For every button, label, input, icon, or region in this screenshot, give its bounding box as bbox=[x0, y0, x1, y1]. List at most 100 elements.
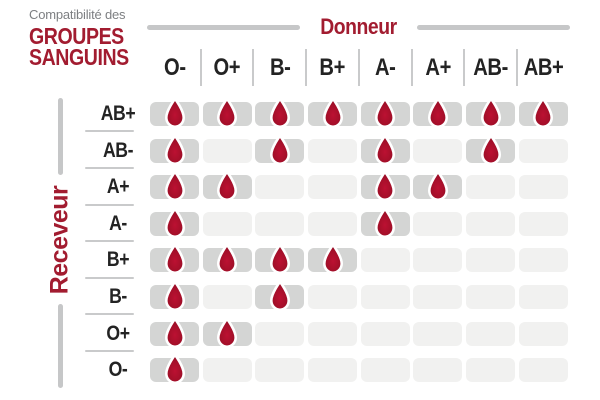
blood-drop-icon bbox=[164, 206, 185, 238]
compat-cell-B+-from-AB+ bbox=[518, 248, 568, 273]
compat-cell-O--from-AB- bbox=[466, 358, 516, 383]
compat-cell-O+-from-O+ bbox=[202, 316, 252, 348]
compat-cell-A--from-AB- bbox=[466, 211, 516, 236]
donor-axis-label: Donneur bbox=[320, 14, 397, 39]
compat-cell-B+-from-AB- bbox=[466, 248, 516, 273]
blood-drop-icon bbox=[480, 97, 501, 129]
compat-cell-O+-from-B+ bbox=[308, 321, 358, 346]
compatibility-grid bbox=[150, 97, 568, 385]
donor-header-label: O+ bbox=[213, 53, 241, 81]
blood-drop-icon bbox=[164, 243, 185, 275]
donor-header-B+: B+ bbox=[305, 49, 357, 86]
compat-cell-AB--from-O- bbox=[150, 133, 199, 165]
row-divider bbox=[85, 130, 134, 133]
compat-cell-AB--from-AB- bbox=[466, 133, 516, 165]
compat-cell-A+-from-O+ bbox=[202, 170, 252, 202]
blood-drop-icon bbox=[427, 97, 448, 129]
compat-cell-O--from-B- bbox=[255, 358, 305, 383]
blood-drop-icon bbox=[269, 133, 290, 165]
compat-cell-O--from-O+ bbox=[202, 358, 252, 383]
compat-cell-AB--from-A- bbox=[360, 133, 410, 165]
blood-drop-icon bbox=[427, 170, 448, 202]
compat-cell-A--from-B+ bbox=[308, 211, 358, 236]
blood-drop-icon bbox=[269, 279, 290, 312]
compat-cell-O--from-O- bbox=[150, 353, 199, 385]
receiver-axis-header: Receveur bbox=[45, 98, 75, 388]
compat-cell-O+-from-A+ bbox=[413, 321, 463, 346]
compat-cell-AB--from-B+ bbox=[308, 138, 358, 163]
donor-axis-line-right bbox=[416, 24, 571, 30]
compat-cell-A+-from-A+ bbox=[413, 170, 463, 202]
compat-cell-B--from-B+ bbox=[308, 284, 358, 309]
row-divider bbox=[85, 240, 134, 243]
compat-cell-AB+-from-B- bbox=[255, 97, 305, 129]
blood-drop-icon bbox=[269, 243, 290, 275]
donor-header-label: AB+ bbox=[523, 53, 564, 81]
blood-drop-icon bbox=[164, 170, 185, 202]
donor-header-AB+: AB+ bbox=[515, 49, 568, 86]
compat-cell-B+-from-O+ bbox=[202, 243, 252, 275]
blood-drop-icon bbox=[164, 279, 185, 312]
compat-cell-O--from-A+ bbox=[413, 358, 463, 383]
compat-cell-B--from-AB- bbox=[466, 284, 516, 309]
receiver-label-AB-: AB- bbox=[102, 138, 134, 162]
receiver-label-A-: A- bbox=[109, 211, 127, 235]
blood-drop-icon bbox=[322, 97, 343, 129]
receiver-row-labels: AB+ AB- A+ A- B+ B- O+ O- bbox=[92, 102, 144, 382]
blood-drop-icon bbox=[375, 97, 396, 129]
receiver-label-A+: A+ bbox=[106, 175, 130, 199]
compat-cell-A--from-O- bbox=[150, 206, 199, 238]
blood-drop-icon bbox=[217, 97, 238, 129]
compat-cell-AB+-from-O- bbox=[150, 97, 199, 129]
compat-cell-AB--from-A+ bbox=[413, 138, 463, 163]
compat-cell-B+-from-O- bbox=[150, 243, 199, 275]
compat-cell-O--from-A- bbox=[360, 358, 410, 383]
receiver-label-O+: O+ bbox=[106, 321, 130, 345]
blood-drop-icon bbox=[217, 170, 238, 202]
compat-cell-O+-from-AB- bbox=[466, 321, 516, 346]
compat-cell-O--from-AB+ bbox=[518, 358, 568, 383]
compat-cell-B--from-O+ bbox=[202, 284, 252, 309]
blood-drop-icon bbox=[375, 133, 396, 165]
chart-title: Compatibilité des GROUPES SANGUINS bbox=[29, 7, 146, 70]
compat-cell-A+-from-AB- bbox=[466, 175, 516, 200]
blood-drop-icon bbox=[164, 353, 185, 385]
donor-column-headers: O- O+ B- B+ A- A+ AB- AB+ bbox=[150, 49, 568, 86]
compat-cell-B--from-O- bbox=[150, 279, 199, 312]
receiver-axis-line-bottom bbox=[57, 304, 63, 388]
receiver-label-O-: O- bbox=[108, 358, 128, 382]
donor-header-label: O- bbox=[163, 53, 186, 81]
compat-cell-O+-from-A- bbox=[360, 321, 410, 346]
compat-cell-AB+-from-AB+ bbox=[518, 97, 568, 129]
receiver-axis-line-top bbox=[57, 98, 63, 175]
row-divider bbox=[85, 203, 134, 206]
compat-cell-A--from-A+ bbox=[413, 211, 463, 236]
donor-header-A+: A+ bbox=[410, 49, 462, 86]
compat-cell-AB--from-AB+ bbox=[518, 138, 568, 163]
receiver-axis-label-wrap: Receveur bbox=[45, 181, 75, 299]
blood-drop-icon bbox=[217, 316, 238, 348]
donor-header-O-: O- bbox=[150, 49, 199, 86]
blood-drop-icon bbox=[164, 97, 185, 129]
receiver-axis-label: Receveur bbox=[45, 185, 74, 294]
blood-drop-icon bbox=[375, 206, 396, 238]
compat-cell-A+-from-B- bbox=[255, 175, 305, 200]
donor-header-AB-: AB- bbox=[463, 49, 515, 86]
blood-drop-icon bbox=[269, 97, 290, 129]
row-divider bbox=[85, 166, 134, 169]
compat-cell-AB+-from-AB- bbox=[466, 97, 516, 129]
donor-header-A-: A- bbox=[357, 49, 410, 86]
compat-cell-AB--from-B- bbox=[255, 133, 305, 165]
compat-cell-A--from-B- bbox=[255, 211, 305, 236]
compat-cell-B--from-AB+ bbox=[518, 284, 568, 309]
compat-cell-B--from-B- bbox=[255, 279, 305, 312]
compat-cell-A+-from-AB+ bbox=[518, 175, 568, 200]
donor-axis-header: Donneur bbox=[147, 14, 571, 39]
chart-title-line1: GROUPES bbox=[29, 23, 124, 49]
donor-header-label: A- bbox=[375, 53, 396, 81]
chart-title-line2: SANGUINS bbox=[29, 43, 129, 70]
row-divider bbox=[85, 276, 134, 279]
compat-cell-A+-from-O- bbox=[150, 170, 199, 202]
compat-cell-AB+-from-A- bbox=[360, 97, 410, 129]
